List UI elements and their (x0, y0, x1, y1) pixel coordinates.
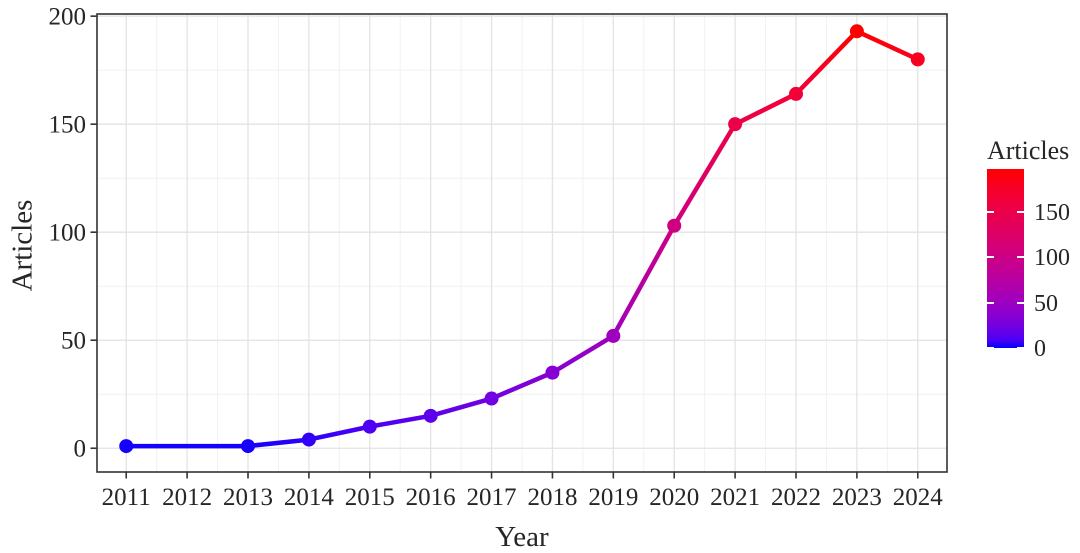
legend-title: Articles (987, 136, 1070, 165)
line-segment (428, 396, 494, 419)
data-point-2018 (545, 365, 560, 380)
data-point-2019 (606, 328, 621, 343)
x-tick-label: 2017 (467, 484, 517, 511)
x-tick-label: 2015 (345, 484, 395, 511)
colorbar-tick-mark (987, 347, 994, 349)
line-segment (367, 413, 433, 429)
x-tick-label: 2018 (527, 484, 577, 511)
y-tick-label: 0 (74, 436, 87, 463)
line-segment (793, 29, 860, 97)
gridlines-minor (97, 14, 947, 472)
y-axis-title: Articles (6, 199, 39, 292)
colorbar-tick-mark (987, 210, 994, 213)
panel-border (96, 13, 948, 473)
colorbar-tick-mark (987, 301, 994, 304)
data-point-2024 (910, 52, 925, 67)
data-point-2020 (667, 218, 682, 233)
data-point-2023 (849, 24, 864, 39)
data-point-2014 (301, 432, 316, 447)
x-tick-label: 2020 (649, 484, 699, 511)
y-tick-label: 200 (49, 4, 87, 31)
line-segment (732, 91, 799, 127)
line-segment (671, 121, 738, 228)
x-tick-label: 2024 (893, 484, 944, 511)
line-segment (854, 29, 921, 62)
colorbar-tick-mark (987, 256, 994, 259)
legend-tick-label: 50 (1034, 290, 1058, 317)
y-tick-label: 150 (49, 112, 87, 139)
x-tick-label: 2011 (102, 484, 151, 511)
line-series (123, 29, 921, 449)
axis-tick-marks (90, 15, 919, 479)
data-points (119, 24, 925, 454)
data-point-2011 (119, 439, 134, 454)
x-tick-label: 2014 (284, 484, 335, 511)
line-segment (550, 333, 616, 375)
colorbar-tick-mark (1017, 301, 1024, 304)
colorbar-tick-mark (1017, 210, 1024, 213)
data-point-2016 (423, 408, 438, 423)
data-point-2013 (241, 439, 256, 454)
line-segment (306, 424, 373, 442)
legend-tick-label: 100 (1034, 245, 1070, 272)
x-axis-title: Year (495, 521, 549, 553)
colorbar-tick-mark (1017, 256, 1024, 259)
x-tick-label: 2023 (832, 484, 882, 511)
data-point-2015 (362, 419, 377, 434)
x-tick-label: 2019 (588, 484, 638, 511)
data-point-2022 (788, 86, 803, 101)
line-segment (245, 437, 312, 449)
data-point-2017 (484, 391, 499, 406)
line-segment (611, 223, 677, 339)
x-axis-tick-labels: 2011 2012 2013 2014 2015 2016 2017 2018 2019 2020… (102, 484, 944, 511)
x-tick-label: 2016 (406, 484, 456, 511)
legend-tick-label: 0 (1034, 336, 1046, 362)
colorbar (987, 169, 1024, 348)
y-tick-label: 100 (49, 220, 87, 247)
data-point-2021 (728, 117, 743, 132)
y-axis-tick-labels: 0 50 100 150 200 (49, 4, 87, 463)
y-tick-label: 50 (61, 328, 86, 355)
line-segment (489, 370, 555, 401)
colorbar-tick-mark (1017, 347, 1024, 349)
x-tick-label: 2021 (710, 484, 760, 511)
x-tick-label: 2012 (162, 484, 212, 511)
x-tick-label: 2022 (771, 484, 821, 511)
legend-tick-label: 150 (1034, 199, 1070, 226)
x-tick-label: 2013 (223, 484, 273, 511)
colorbar-legend: Articles 150 100 50 0 (986, 136, 1080, 366)
